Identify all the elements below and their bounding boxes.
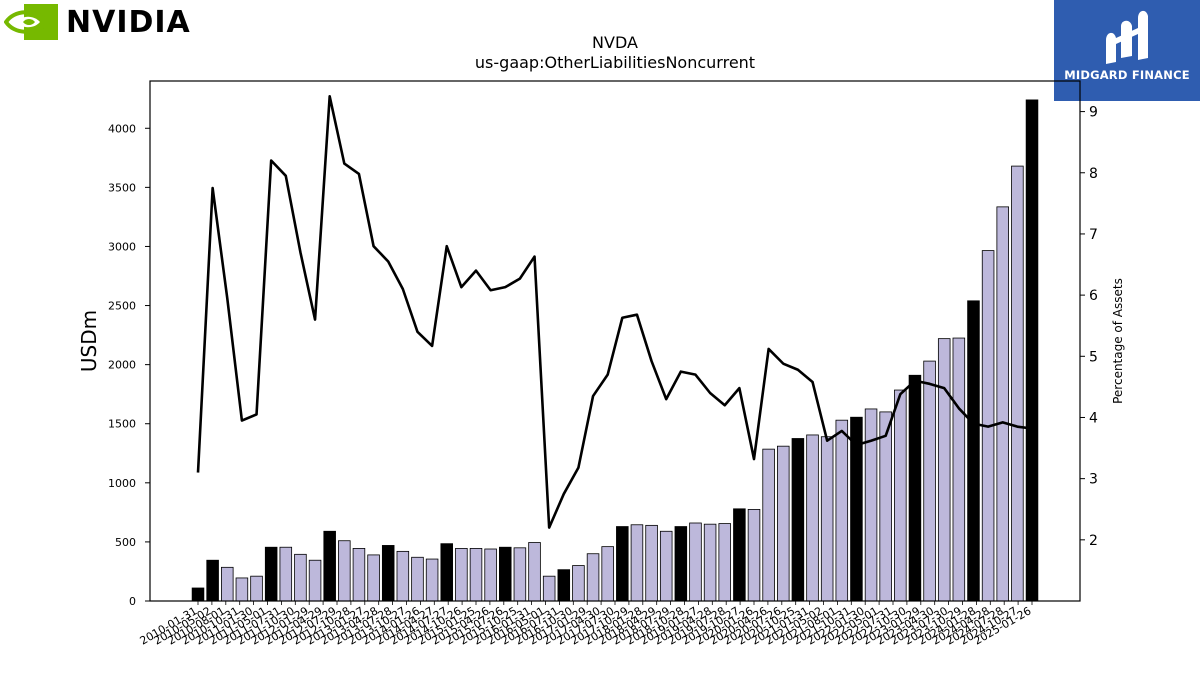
bar [864,408,878,602]
nvidia-eye-icon [4,4,58,40]
bar [762,448,775,602]
bar [908,374,922,602]
bar [645,524,658,602]
bar [791,438,805,602]
y2-tick-label: 2 [1089,533,1098,549]
bar [937,338,951,602]
y2-tick-label: 5 [1089,349,1098,365]
y-tick-label: 4000 [108,122,136,135]
percentage-line [196,94,1033,529]
bar [381,545,395,602]
bar [264,546,278,602]
y2-tick-label: 7 [1089,227,1098,243]
bar [718,523,731,602]
bar [674,526,688,602]
bar [367,554,380,602]
bar [1011,165,1024,602]
y-tick-label: 1500 [108,418,136,431]
y2-tick-label: 4 [1089,410,1098,426]
bar [396,550,410,602]
bar [425,558,439,602]
bar [733,508,746,602]
y2-tick-label: 3 [1089,472,1098,488]
bar [806,434,819,602]
y2-tick-label: 8 [1089,166,1098,182]
midgard-finance-name: MIDGARD FINANCE [1064,68,1190,82]
bar [513,547,527,602]
bar [294,553,307,602]
bar [411,556,424,602]
chart-title: NVDA [592,33,638,52]
bar [308,559,322,602]
y-axis-label: USDm [77,310,101,372]
bar [967,300,980,602]
bar [528,542,541,602]
nvidia-logo: NVIDIA [4,4,194,42]
y2-axis-label: Percentage of Assets [1111,278,1125,404]
bar [777,445,790,602]
bar [572,565,585,602]
bar [835,419,849,602]
bar [455,548,468,602]
bar [440,543,453,602]
y-tick-label: 2000 [108,359,136,372]
bar [206,559,219,602]
bar [630,524,644,602]
bar [250,575,263,602]
bar [586,553,600,602]
bar [879,411,892,602]
y-tick-label: 3500 [108,181,136,194]
bar [996,206,1009,602]
bar [557,569,571,602]
bar [191,587,205,602]
bar [542,575,556,602]
midgard-finance-logo: MIDGARD FINANCE [1054,0,1200,101]
bar [820,436,834,602]
bar [689,522,702,602]
bar [659,530,673,602]
bar [703,523,717,602]
bar [499,546,512,602]
bar [952,337,966,602]
bar [894,389,907,602]
nvidia-wordmark: NVIDIA [66,5,191,40]
y2-tick-label: 6 [1089,288,1098,304]
y-tick-label: 2500 [108,300,136,313]
bar [221,566,234,602]
bar [352,548,366,602]
bar [1025,99,1039,602]
bar [484,548,497,602]
bar [601,546,614,602]
bar [323,530,336,602]
bar [235,577,249,602]
bar [923,360,936,602]
bar [616,526,629,602]
bar [747,509,761,602]
y-tick-label: 3000 [108,240,136,253]
bar [279,546,293,602]
bar [469,548,483,602]
chart-subtitle: us-gaap:OtherLiabilitiesNoncurrent [474,53,756,72]
midgard-monogram-icon [1106,10,1148,64]
bar [338,540,351,602]
y2-tick-label: 9 [1089,105,1098,121]
y-tick-label: 500 [115,536,136,549]
y-tick-label: 0 [129,595,136,608]
y-tick-label: 1000 [108,477,136,490]
